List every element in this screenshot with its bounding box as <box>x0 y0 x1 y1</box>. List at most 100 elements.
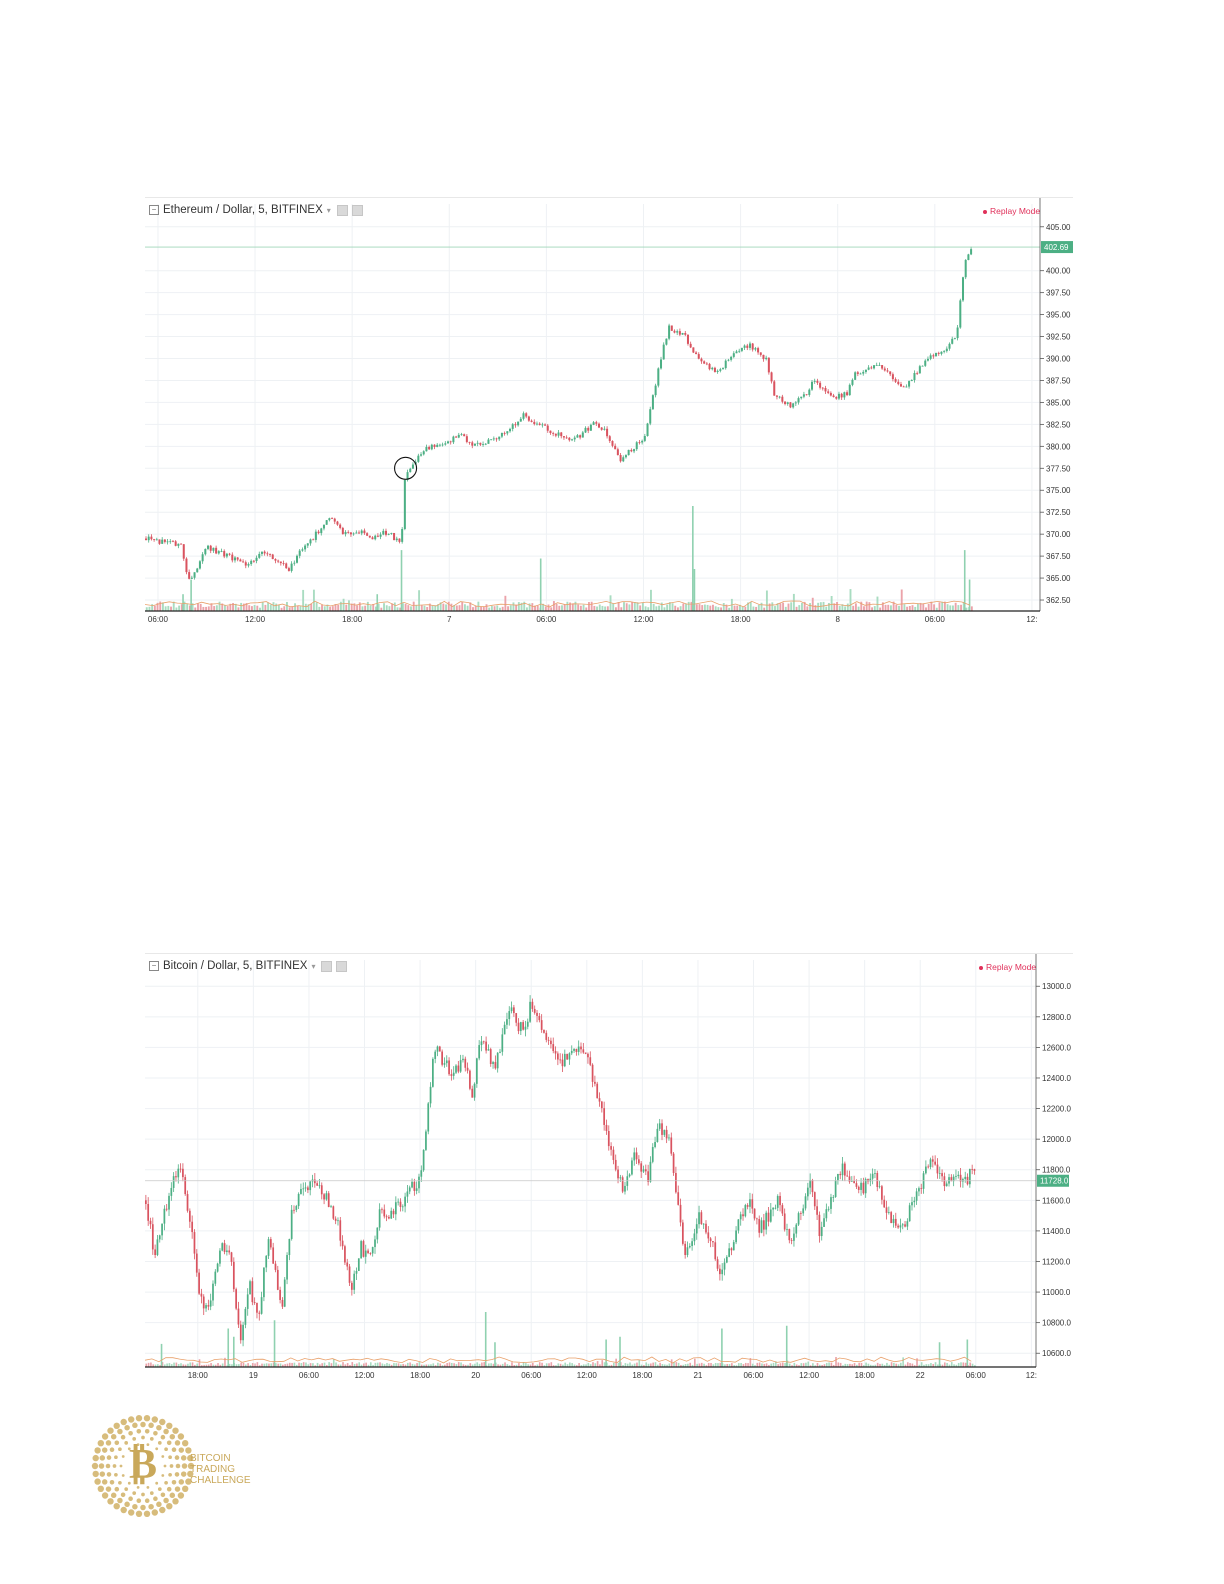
ethereum-plot[interactable]: 405.00400.00397.50395.00392.50390.00387.… <box>145 198 1073 626</box>
candle-body <box>217 551 220 554</box>
candle-body <box>762 1220 765 1230</box>
collapse-icon[interactable]: − <box>149 205 159 215</box>
candle-body <box>487 439 490 444</box>
candle-body <box>344 531 347 535</box>
volume-bar <box>841 604 844 611</box>
volume-bar <box>316 1362 319 1367</box>
volume-bar <box>282 1364 284 1367</box>
candle-body <box>562 436 565 438</box>
candle-body <box>800 1213 802 1214</box>
volume-bar <box>450 1362 453 1367</box>
volume-bar <box>582 1364 585 1367</box>
volume-bar <box>703 1363 705 1367</box>
y-tick-label: 11200.0 <box>1042 1257 1071 1266</box>
candle-body <box>221 1243 224 1251</box>
candle-body <box>549 430 552 434</box>
candle-body <box>182 1168 184 1178</box>
candle-body <box>244 562 247 566</box>
candle-body <box>864 1179 867 1194</box>
chevron-down-icon[interactable]: ▾ <box>311 961 316 971</box>
candle-body <box>663 1129 666 1135</box>
candle-body <box>600 1101 603 1109</box>
candle-body <box>827 391 830 393</box>
logo-dot <box>105 1440 112 1446</box>
candle-body <box>489 1049 492 1064</box>
candle-body <box>568 437 571 441</box>
volume-bar <box>509 605 512 611</box>
x-tick-label: 7 <box>447 615 452 624</box>
candle-body <box>145 1200 147 1205</box>
logo-dot <box>120 1492 126 1498</box>
volume-bar <box>825 1362 828 1367</box>
volume-bar <box>909 1363 911 1367</box>
volume-bar <box>883 1364 886 1367</box>
volume-bar <box>194 1364 196 1367</box>
candle-body <box>172 1176 175 1188</box>
volume-bar <box>731 1363 733 1367</box>
volume-bar <box>434 1365 437 1367</box>
candle-body <box>857 1186 860 1190</box>
logo-dot <box>107 1498 114 1505</box>
volume-bar <box>756 1362 759 1367</box>
x-tick-label: 06:00 <box>148 615 169 624</box>
candle-body <box>908 381 911 387</box>
settings-icon[interactable] <box>321 960 333 972</box>
candle-body <box>495 438 498 440</box>
volume-bar <box>687 1363 689 1367</box>
volume-bar <box>499 607 501 611</box>
candle-body <box>531 1001 534 1009</box>
candle-body <box>392 1210 395 1215</box>
candle-body <box>155 539 158 541</box>
volume-bar <box>728 1364 731 1367</box>
candle-body <box>894 1218 897 1226</box>
volume-bar <box>304 603 307 611</box>
volume-bar <box>386 1362 388 1367</box>
volume-bar <box>904 1364 907 1367</box>
candle-body <box>513 1007 515 1014</box>
candle-body <box>283 1279 286 1307</box>
volume-bar <box>331 606 334 611</box>
ethereum-chart[interactable]: − Ethereum / Dollar, 5, BITFINEX ▾ Repla… <box>145 197 1073 626</box>
logo-dot <box>146 1486 150 1489</box>
volume-bar <box>256 1362 259 1367</box>
candle-body <box>309 539 312 544</box>
volume-bar <box>615 1358 617 1367</box>
close-icon[interactable] <box>336 960 348 972</box>
volume-bar <box>594 1363 597 1367</box>
candle-body <box>316 1183 319 1186</box>
volume-bar <box>488 607 491 611</box>
volume-bar <box>178 605 181 611</box>
chevron-down-icon[interactable]: ▾ <box>326 205 331 215</box>
candle-body <box>482 1041 485 1043</box>
candle-body <box>200 1293 203 1297</box>
candle-body <box>876 1172 879 1188</box>
candle-body <box>177 1168 180 1178</box>
candle-body <box>403 479 406 530</box>
volume-bar <box>437 604 439 611</box>
volume-bar <box>366 601 369 611</box>
volume-bar <box>950 1362 953 1367</box>
volume-bar <box>550 607 553 611</box>
candle-body <box>659 359 663 369</box>
candle-body <box>892 1218 895 1224</box>
volume-bar <box>687 601 690 611</box>
volume-bar <box>326 604 329 611</box>
candle-body <box>325 520 328 525</box>
candle-body <box>463 434 466 437</box>
logo-dot <box>168 1455 172 1460</box>
volume-bar <box>629 1362 631 1367</box>
settings-icon[interactable] <box>336 204 348 216</box>
bitcoin-plot[interactable]: 13000.012800.012600.012400.012200.012000… <box>145 954 1073 1384</box>
candle-body <box>784 401 787 404</box>
volume-bar <box>650 1363 652 1367</box>
logo-dot <box>177 1492 185 1499</box>
volume-bar <box>903 604 906 611</box>
bitcoin-chart[interactable]: − Bitcoin / Dollar, 5, BITFINEX ▾ Replay… <box>145 953 1073 1384</box>
candle-body <box>673 330 676 333</box>
volume-bar <box>569 602 572 611</box>
y-tick-label: 12000.0 <box>1042 1135 1071 1144</box>
volume-bar <box>339 1364 342 1367</box>
volume-bar <box>661 1364 664 1367</box>
close-icon[interactable] <box>351 204 363 216</box>
collapse-icon[interactable]: − <box>149 961 159 971</box>
